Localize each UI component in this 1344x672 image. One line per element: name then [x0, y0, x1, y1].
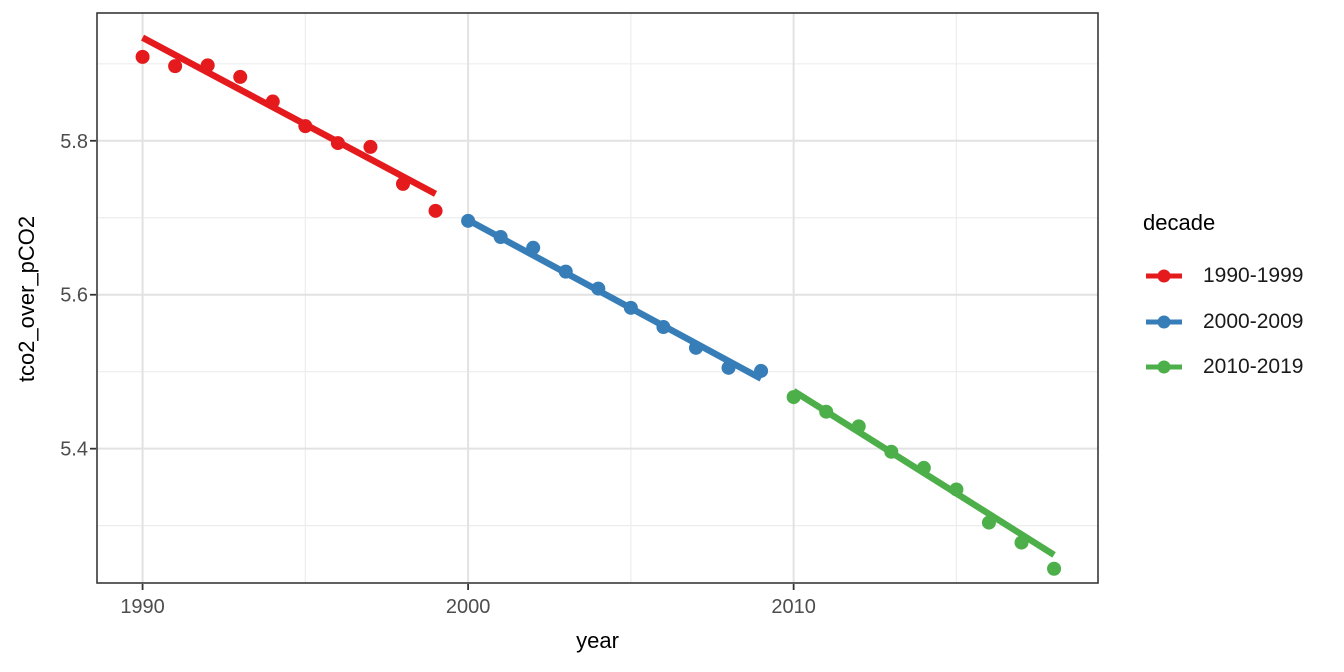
legend-item: 1990-1999 [1143, 263, 1303, 289]
legend-key-line-point-icon [1146, 315, 1182, 328]
data-point [591, 281, 606, 296]
y-tick-label: 5.6 [60, 285, 88, 307]
data-point [721, 360, 736, 375]
panel-border [96, 12, 1099, 584]
trend-line [466, 217, 763, 382]
data-point [135, 49, 150, 64]
legend-item: 2010-2019 [1143, 354, 1303, 380]
legend: decade 1990-1999 2000-2009 [1143, 210, 1303, 380]
legend-item-label: 1990-1999 [1203, 264, 1304, 287]
x-tick-label: 2000 [446, 596, 491, 618]
data-point [688, 340, 703, 355]
data-point [819, 404, 834, 419]
legend-title: decade [1143, 210, 1216, 235]
y-tick-label: 5.8 [60, 131, 88, 153]
data-point [363, 139, 378, 154]
data-point [395, 176, 410, 191]
x-axis-title: year [576, 628, 619, 653]
legend-key-line-point-icon [1146, 269, 1182, 283]
data-point [558, 264, 573, 279]
legend-item-label: 2010-2019 [1203, 355, 1304, 378]
data-point [884, 444, 899, 459]
data-point [461, 213, 476, 228]
legend-items: 1990-1999 2000-2009 2010-2019 [1143, 263, 1303, 380]
legend-item: 2000-2009 [1143, 309, 1303, 335]
data-point [265, 94, 280, 109]
data-point [656, 320, 671, 335]
data-point [1047, 561, 1062, 576]
data-point [786, 390, 801, 405]
data-point [298, 119, 313, 134]
legend-item-label: 2000-2009 [1203, 309, 1304, 333]
x-tick-label: 2010 [771, 596, 816, 618]
legend-key-line-point-icon [1146, 360, 1182, 374]
data-point [1014, 535, 1029, 550]
data-point [200, 58, 215, 73]
data-point [916, 460, 931, 475]
data-point [526, 240, 541, 255]
trend-line [141, 34, 438, 197]
data-point [851, 419, 866, 434]
data-point [428, 203, 443, 218]
y-axis-title: tco2_over_pCO2 [14, 215, 39, 383]
x-tick-label: 1990 [120, 596, 165, 618]
data-point [493, 229, 508, 244]
panel-background [97, 13, 1098, 583]
data-point [233, 69, 248, 84]
data-point [754, 363, 769, 378]
data-point [168, 59, 183, 74]
data-point [623, 300, 638, 315]
data-point [330, 136, 345, 151]
data-point [981, 515, 996, 530]
y-tick-label: 5.4 [60, 439, 88, 461]
data-point [949, 482, 964, 497]
